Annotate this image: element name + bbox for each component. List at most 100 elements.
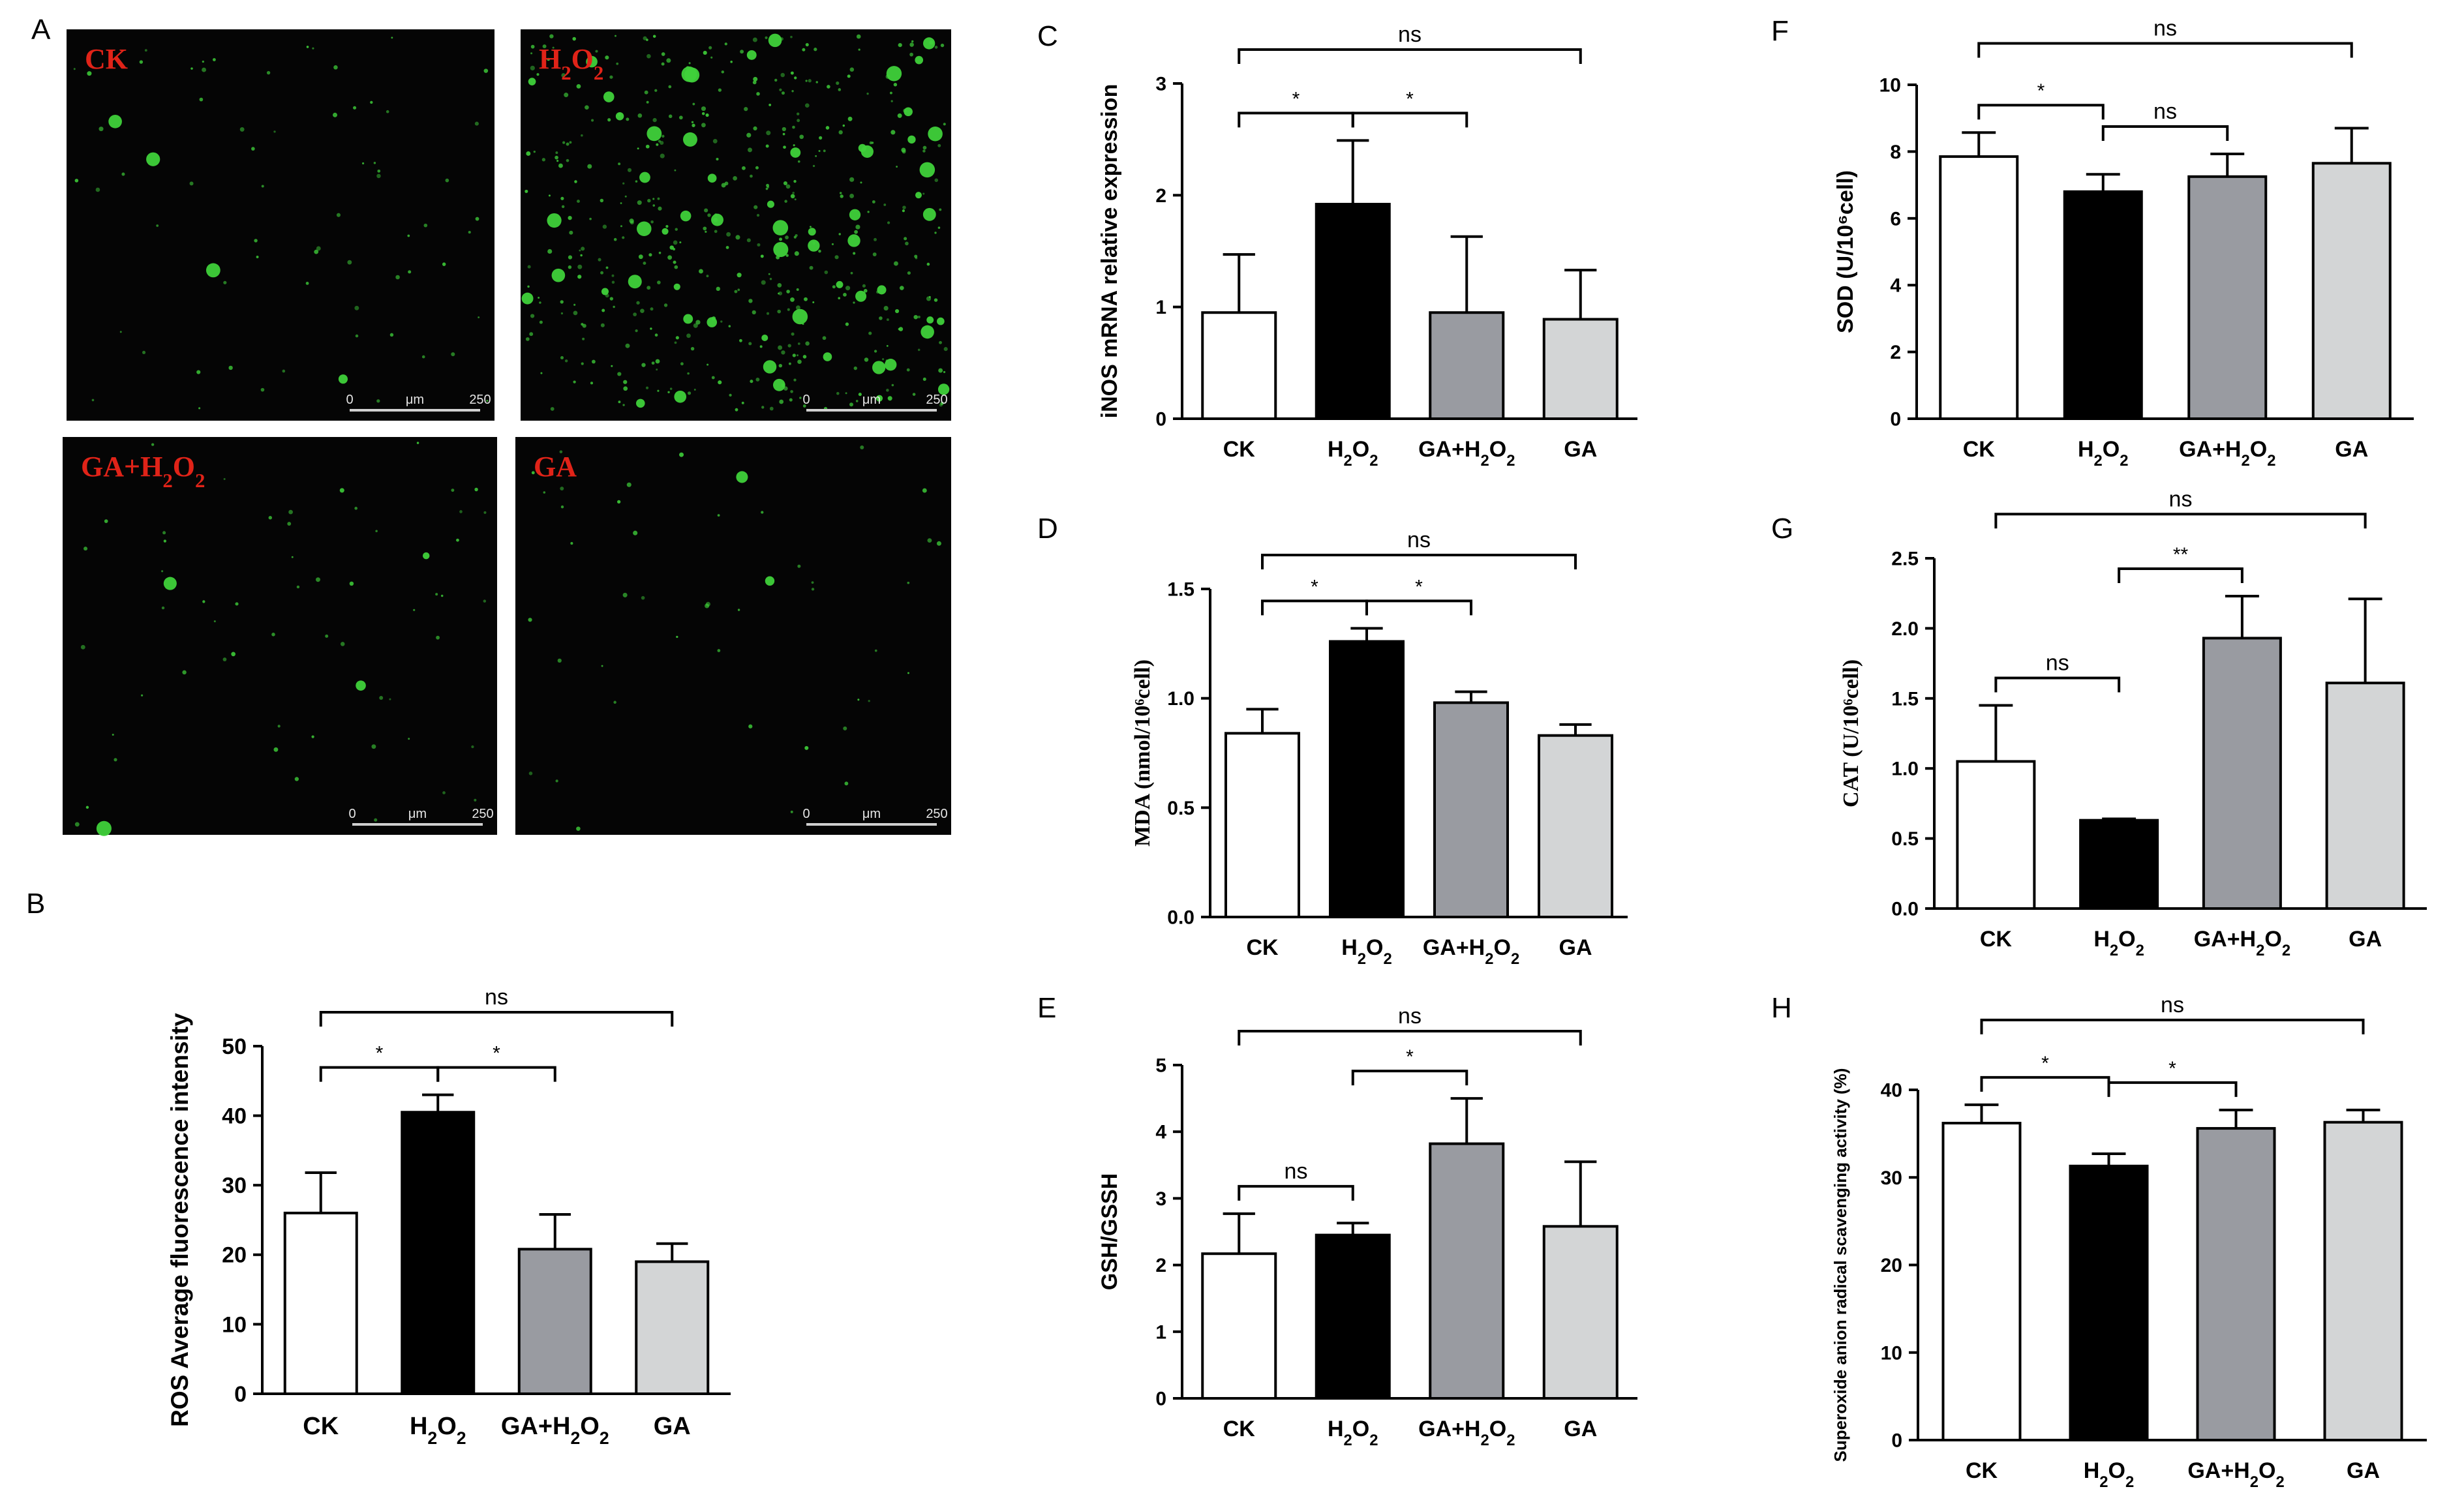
micrograph-h2o2: H2O2 0 μm 250 [521,29,951,421]
fluorescence-dot [525,337,530,341]
y-tick-label: 0 [1155,1389,1166,1410]
fluorescence-dot [858,48,860,51]
y-tick-label: 4 [1155,1122,1166,1143]
fluorescence-dot [629,218,634,224]
significance-label: * [493,1043,500,1064]
fluorescence-dot [849,402,853,407]
fluorescence-dot [721,183,726,188]
fluorescence-dot [755,166,759,170]
fluorescence-dot [119,331,122,333]
fluorescence-dot [555,151,558,155]
fluorescence-dot [408,270,412,274]
fluorescence-dot [620,202,622,204]
bar-ck [1939,155,2019,421]
fluorescence-dot [112,734,114,736]
fluorescence-dot [768,104,772,106]
y-tick-label: 5 [1155,1055,1166,1077]
fluorescence-dot [823,149,826,153]
fluorescence-dot [468,231,471,234]
fluorescence-dot [740,50,744,54]
fluorescence-dot [936,541,941,546]
significance-label: ns [1398,1004,1422,1029]
fluorescence-dot [683,314,693,324]
fluorescence-dot [940,43,945,48]
fluorescence-dot [778,345,783,350]
fluorescence-dot [899,286,904,290]
fluorescence-dot [832,285,836,289]
fluorescence-dot [802,355,807,359]
fluorescence-dot [541,158,546,162]
y-tick-label: 0.5 [1167,798,1194,819]
fluorescence-dot [785,184,791,189]
fluorescence-dot [886,344,889,347]
fluorescence-dot [845,322,849,326]
fluorescence-dot [547,213,562,228]
fluorescence-dot [362,162,365,165]
bar-ga-plus-h2o2 [1433,701,1509,918]
bar-ga-plus-h2o2 [2187,175,2268,420]
fluorescence-dot [199,97,204,102]
significance-label: ns [2169,487,2193,511]
fluorescence-dot [792,353,796,357]
fluorescence-dot [626,482,631,487]
fluorescence-dot [889,91,892,95]
fluorescence-dot [716,157,719,161]
fluorescence-dot [755,377,760,382]
fluorescence-dot [605,293,609,298]
fluorescence-dot [581,247,585,251]
fluorescence-dot [797,119,800,123]
fluorescence-dot [577,275,582,279]
fluorescence-dot [703,50,707,55]
x-tick-label: GA+H2O2 [2194,927,2290,959]
fluorescence-dot [805,42,809,47]
fluorescence-dot [312,47,314,50]
significance-bracket [2107,1081,2238,1097]
fluorescence-dot [667,391,670,393]
y-tick-label: 40 [222,1104,247,1129]
significance-label: ns [2161,993,2184,1017]
fluorescence-dot [673,260,677,264]
fluorescence-dot [810,226,812,228]
fluorescence-dot [637,113,643,118]
y-tick-label: 2.5 [1891,549,1919,570]
fluorescence-dot [937,226,941,229]
fluorescence-dot [654,89,658,92]
y-axis-label: GSH/GSSH [1097,1173,1122,1290]
fluorescence-dot [686,66,690,70]
fluorescence-dot [907,672,909,674]
fluorescence-dot [526,151,531,156]
significance-bracket [1351,1070,1468,1086]
x-tick-label: H2O2 [1328,437,1378,470]
fluorescence-dot [847,234,860,247]
fluorescence-dot [679,241,682,244]
significance-bracket [1994,676,2121,693]
fluorescence-dot [746,238,751,243]
fluorescence-dot [737,288,740,292]
fluorescence-dot [809,265,814,270]
fluorescence-dot [674,341,677,344]
x-tick-label: GA+H2O2 [1418,1417,1515,1449]
fluorescence-dot [815,155,817,157]
panel-letter-e: E [1037,992,1056,1024]
fluorescence-dot [843,293,847,297]
fluorescence-dot [306,46,309,48]
micrograph-ck: CK 0 μm 250 [67,29,494,421]
fluorescence-dot [591,119,594,122]
y-tick-label: 2 [1155,1255,1166,1276]
fluorescence-dot [705,230,707,233]
bar-ga [635,1260,710,1395]
fluorescence-dot [849,177,855,182]
fluorescence-dot [617,372,622,376]
fluorescence-dot [811,588,815,591]
fluorescence-dot [652,117,657,123]
y-tick-label: 10 [1879,75,1901,97]
fluorescence-dot [456,538,459,542]
fluorescence-dot [845,392,847,395]
y-axis-label: SOD (U/10⁶cell) [1833,170,1858,333]
micrograph-label: GA+H2O2 [81,451,205,492]
y-tick-label: 6 [1890,208,1901,230]
fluorescence-dot [922,377,926,382]
micrograph-background [63,437,497,835]
fluorescence-dot [413,609,416,611]
y-tick-label: 0.5 [1891,828,1919,850]
